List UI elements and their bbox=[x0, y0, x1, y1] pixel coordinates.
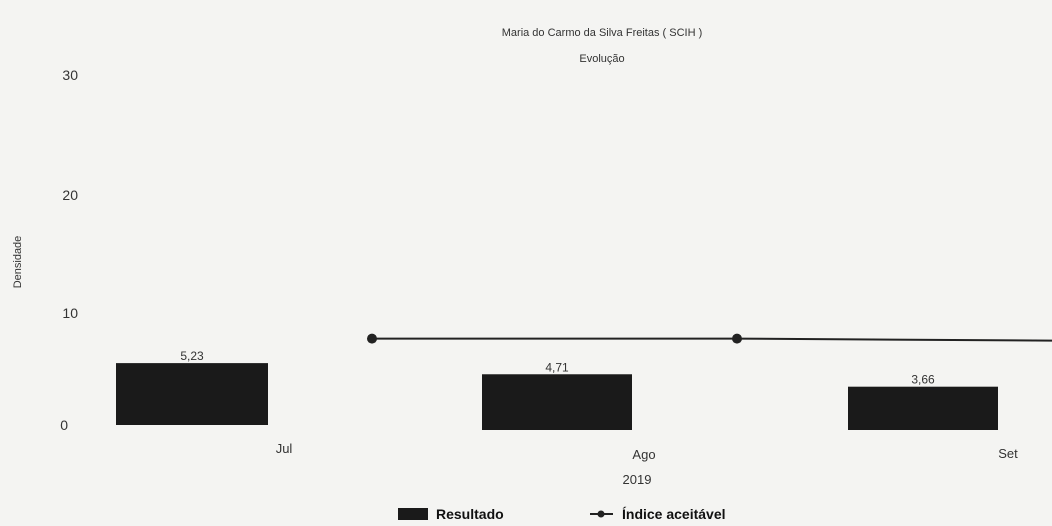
line-series bbox=[367, 333, 1052, 344]
bar bbox=[482, 374, 632, 430]
y-axis-label: Densidade bbox=[12, 236, 24, 289]
bar-series: 5,23 4,71 3,66 bbox=[116, 349, 998, 430]
x-tick-label: Ago bbox=[632, 447, 655, 462]
x-axis-label: 2019 bbox=[623, 472, 652, 487]
bar-data-label: 5,23 bbox=[180, 349, 204, 363]
y-tick-label: 0 bbox=[60, 417, 68, 433]
y-tick-label: 30 bbox=[62, 67, 78, 83]
legend-label-resultado: Resultado bbox=[436, 506, 504, 522]
y-tick-label: 10 bbox=[62, 305, 78, 321]
bar bbox=[848, 386, 998, 430]
legend-swatch-indice-marker bbox=[597, 510, 605, 518]
y-tick-labels: 30 20 10 0 bbox=[60, 67, 78, 433]
y-tick-label: 20 bbox=[62, 187, 78, 203]
x-tick-label: Jul bbox=[276, 441, 293, 456]
legend-label-indice: Índice aceitável bbox=[622, 506, 726, 522]
indice-point bbox=[367, 333, 377, 344]
legend: Resultado Índice aceitável bbox=[398, 506, 726, 522]
legend-swatch-resultado bbox=[398, 508, 428, 520]
indice-point bbox=[732, 333, 742, 344]
indice-line bbox=[372, 337, 1052, 342]
bar bbox=[116, 363, 268, 425]
x-tick-label: Set bbox=[998, 446, 1018, 461]
chart-subtitle: Evolução bbox=[579, 53, 624, 65]
bar-data-label: 3,66 bbox=[911, 373, 935, 387]
x-tick-labels: Jul Ago Set bbox=[276, 441, 1018, 462]
chart-title: Maria do Carmo da Silva Freitas ( SCIH ) bbox=[502, 27, 703, 39]
bar-data-label: 4,71 bbox=[545, 360, 569, 374]
